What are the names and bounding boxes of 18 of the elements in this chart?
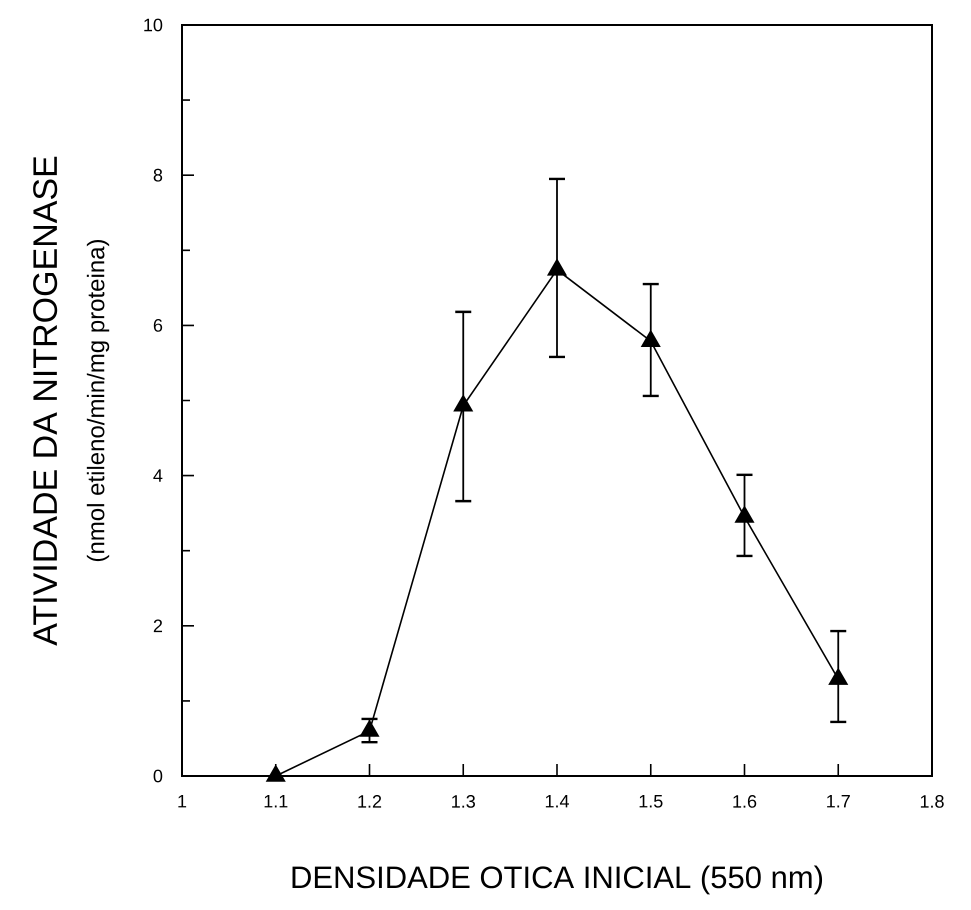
y-tick-label: 8 xyxy=(154,168,162,182)
x-tick-label: 1.8 xyxy=(920,795,944,808)
x-tick-label: 1.3 xyxy=(452,795,475,808)
x-tick-label: 1.6 xyxy=(733,795,756,808)
y-axis-title: ATIVIDADE DA NITROGENASE xyxy=(33,156,58,646)
x-axis-title: DENSIDADE OTICA INICIAL (550 nm) xyxy=(292,866,822,894)
y-tick-label: 0 xyxy=(154,770,162,782)
x-tick-label: 1 xyxy=(178,795,186,808)
x-tick-label: 1.1 xyxy=(264,795,288,808)
y-tick-label: 4 xyxy=(153,469,162,482)
text: (nmol etileno/min/mg proteina) xyxy=(86,240,110,562)
y-tick-label: 6 xyxy=(154,319,162,332)
x-tick-label: 1.7 xyxy=(827,795,850,808)
y-tick-label: 10 xyxy=(144,18,162,32)
x-tick-label: 1.2 xyxy=(358,795,382,808)
y-tick-label: 2 xyxy=(154,619,162,632)
x-tick-label: 1.5 xyxy=(640,795,663,808)
x-tick-label: 1.4 xyxy=(546,795,569,808)
